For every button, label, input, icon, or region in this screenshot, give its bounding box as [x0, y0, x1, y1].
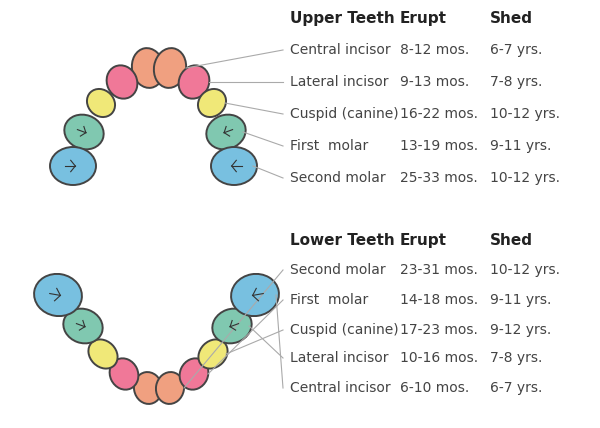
Text: 7-8 yrs.: 7-8 yrs.	[490, 75, 542, 89]
Ellipse shape	[34, 274, 82, 316]
Ellipse shape	[87, 89, 115, 117]
Text: 6-7 yrs.: 6-7 yrs.	[490, 43, 542, 57]
Text: Lateral incisor: Lateral incisor	[290, 75, 389, 89]
Ellipse shape	[154, 48, 186, 88]
Text: Lateral incisor: Lateral incisor	[290, 351, 389, 365]
Ellipse shape	[50, 147, 96, 185]
Text: Erupt: Erupt	[400, 11, 447, 26]
Text: 6-7 yrs.: 6-7 yrs.	[490, 381, 542, 395]
Text: Shed: Shed	[490, 232, 533, 247]
Text: Cuspid (canine): Cuspid (canine)	[290, 107, 398, 121]
Ellipse shape	[212, 309, 251, 343]
Ellipse shape	[199, 339, 227, 369]
Text: 13-19 mos.: 13-19 mos.	[400, 139, 478, 153]
Text: Second molar: Second molar	[290, 263, 386, 277]
Ellipse shape	[88, 339, 118, 369]
Text: Lower Teeth: Lower Teeth	[290, 232, 395, 247]
Ellipse shape	[179, 358, 208, 389]
Text: 9-11 yrs.: 9-11 yrs.	[490, 293, 551, 307]
Ellipse shape	[107, 65, 137, 99]
Text: 6-10 mos.: 6-10 mos.	[400, 381, 469, 395]
Text: 10-12 yrs.: 10-12 yrs.	[490, 107, 560, 121]
Text: Central incisor: Central incisor	[290, 43, 391, 57]
Ellipse shape	[64, 115, 104, 149]
Ellipse shape	[211, 147, 257, 185]
Ellipse shape	[156, 372, 184, 404]
Ellipse shape	[231, 274, 279, 316]
Text: 16-22 mos.: 16-22 mos.	[400, 107, 478, 121]
Ellipse shape	[179, 65, 209, 99]
Ellipse shape	[134, 372, 162, 404]
Ellipse shape	[64, 309, 103, 343]
Ellipse shape	[132, 48, 164, 88]
Text: 23-31 mos.: 23-31 mos.	[400, 263, 478, 277]
Text: 9-13 mos.: 9-13 mos.	[400, 75, 469, 89]
Text: Second molar: Second molar	[290, 171, 386, 185]
Text: Upper Teeth: Upper Teeth	[290, 11, 395, 26]
Text: 10-12 yrs.: 10-12 yrs.	[490, 263, 560, 277]
Text: 10-16 mos.: 10-16 mos.	[400, 351, 478, 365]
Text: First  molar: First molar	[290, 293, 368, 307]
Text: Erupt: Erupt	[400, 232, 447, 247]
Ellipse shape	[206, 115, 245, 149]
Text: 7-8 yrs.: 7-8 yrs.	[490, 351, 542, 365]
Text: Shed: Shed	[490, 11, 533, 26]
Text: 14-18 mos.: 14-18 mos.	[400, 293, 478, 307]
Text: 9-11 yrs.: 9-11 yrs.	[490, 139, 551, 153]
Text: 9-12 yrs.: 9-12 yrs.	[490, 323, 551, 337]
Ellipse shape	[198, 89, 226, 117]
Text: 10-12 yrs.: 10-12 yrs.	[490, 171, 560, 185]
Text: 17-23 mos.: 17-23 mos.	[400, 323, 478, 337]
Text: First  molar: First molar	[290, 139, 368, 153]
Ellipse shape	[110, 358, 139, 389]
Text: Central incisor: Central incisor	[290, 381, 391, 395]
Text: Cuspid (canine): Cuspid (canine)	[290, 323, 398, 337]
Text: 8-12 mos.: 8-12 mos.	[400, 43, 469, 57]
Text: 25-33 mos.: 25-33 mos.	[400, 171, 478, 185]
